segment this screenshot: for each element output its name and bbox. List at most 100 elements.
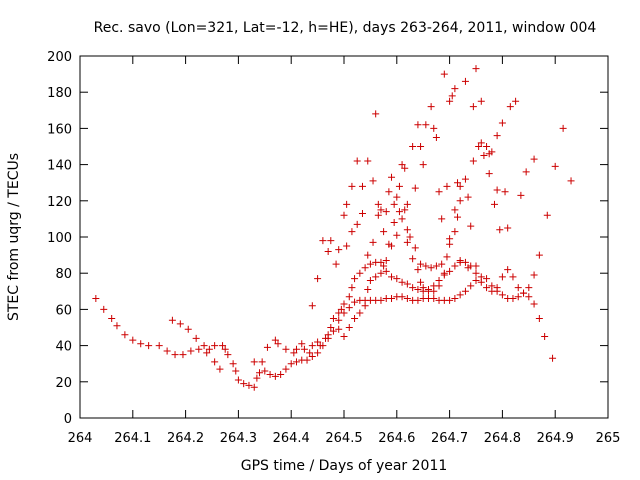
data-point [329, 327, 337, 335]
data-point [477, 97, 485, 105]
data-point [427, 103, 435, 111]
data-point [277, 371, 285, 379]
data-point [490, 200, 498, 208]
data-point [369, 177, 377, 185]
data-point [308, 302, 316, 310]
data-point [205, 345, 213, 353]
data-point [432, 262, 440, 270]
data-point [382, 257, 390, 265]
data-point [559, 124, 567, 132]
data-point [385, 188, 393, 196]
data-point [409, 143, 417, 150]
x-tick-label: 264 [68, 431, 93, 446]
data-point [451, 85, 459, 93]
data-point [488, 287, 496, 295]
data-point [282, 345, 290, 353]
data-point [509, 273, 517, 281]
data-point [168, 316, 176, 324]
data-point [200, 342, 208, 350]
data-point [422, 262, 430, 270]
data-point [472, 262, 480, 270]
data-point [409, 284, 417, 292]
data-point [356, 309, 364, 317]
data-point [395, 208, 403, 216]
data-point [298, 340, 306, 348]
data-point [303, 356, 311, 364]
data-point [480, 152, 488, 160]
data-point [393, 275, 401, 283]
data-point [388, 173, 396, 181]
data-point [477, 139, 485, 147]
data-point [250, 383, 258, 391]
data-point [417, 278, 425, 286]
y-tick-label: 80 [55, 267, 72, 282]
data-point [108, 314, 116, 322]
data-point [446, 235, 454, 243]
data-point [467, 222, 475, 230]
x-tick-label: 264.1 [114, 431, 151, 446]
y-tick-label: 100 [47, 231, 72, 246]
data-point [488, 148, 496, 156]
data-point [388, 295, 396, 303]
data-point [332, 260, 340, 268]
data-point [498, 273, 506, 281]
data-point [282, 365, 290, 373]
data-point [498, 291, 506, 299]
data-point [446, 97, 454, 105]
data-point [443, 253, 451, 261]
x-tick-label: 265 [596, 431, 621, 446]
data-point [472, 269, 480, 277]
data-point [316, 342, 324, 350]
data-point [472, 276, 480, 284]
data-point [290, 349, 298, 357]
data-point [100, 305, 108, 313]
data-point [345, 293, 353, 301]
data-point [137, 340, 145, 348]
data-point [395, 182, 403, 190]
data-point [292, 358, 300, 366]
data-point [401, 164, 409, 172]
data-point [345, 324, 353, 331]
data-point [348, 182, 356, 190]
data-point [372, 273, 380, 281]
data-point [440, 70, 448, 78]
data-point [327, 324, 335, 331]
data-point [390, 200, 398, 208]
data-point [551, 162, 559, 170]
data-point [274, 340, 282, 348]
data-point [461, 77, 469, 85]
data-point [340, 300, 348, 308]
data-point [253, 374, 261, 382]
data-point [461, 258, 469, 266]
chart-title: Rec. savo (Lon=321, Lat=-12, h=HE), days… [94, 20, 597, 36]
data-point [388, 273, 396, 281]
data-point [195, 345, 203, 353]
data-point [461, 287, 469, 295]
data-point [411, 244, 419, 252]
data-point [469, 103, 477, 111]
data-point [266, 371, 274, 379]
data-point [446, 267, 454, 275]
data-point [419, 284, 427, 292]
data-point [483, 275, 491, 283]
data-point [353, 220, 361, 228]
data-point [327, 237, 335, 245]
data-point [348, 228, 356, 236]
data-point [271, 372, 279, 380]
data-point [549, 354, 557, 362]
data-point [366, 260, 374, 268]
data-point [440, 269, 448, 277]
data-point [393, 193, 401, 201]
data-point [530, 155, 538, 163]
data-point [256, 369, 264, 377]
data-point [351, 298, 359, 306]
x-tick-label: 264.5 [325, 431, 362, 446]
data-point [234, 376, 242, 384]
data-point [435, 282, 443, 290]
data-point [343, 200, 351, 208]
data-point [477, 278, 485, 286]
data-point [464, 193, 472, 201]
data-point [414, 285, 422, 293]
data-point [121, 331, 129, 339]
data-point [504, 224, 512, 232]
